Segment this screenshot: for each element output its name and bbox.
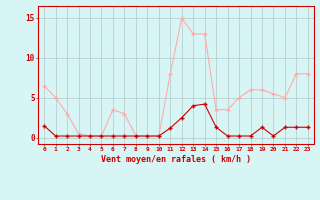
X-axis label: Vent moyen/en rafales ( km/h ): Vent moyen/en rafales ( km/h ) bbox=[101, 155, 251, 164]
